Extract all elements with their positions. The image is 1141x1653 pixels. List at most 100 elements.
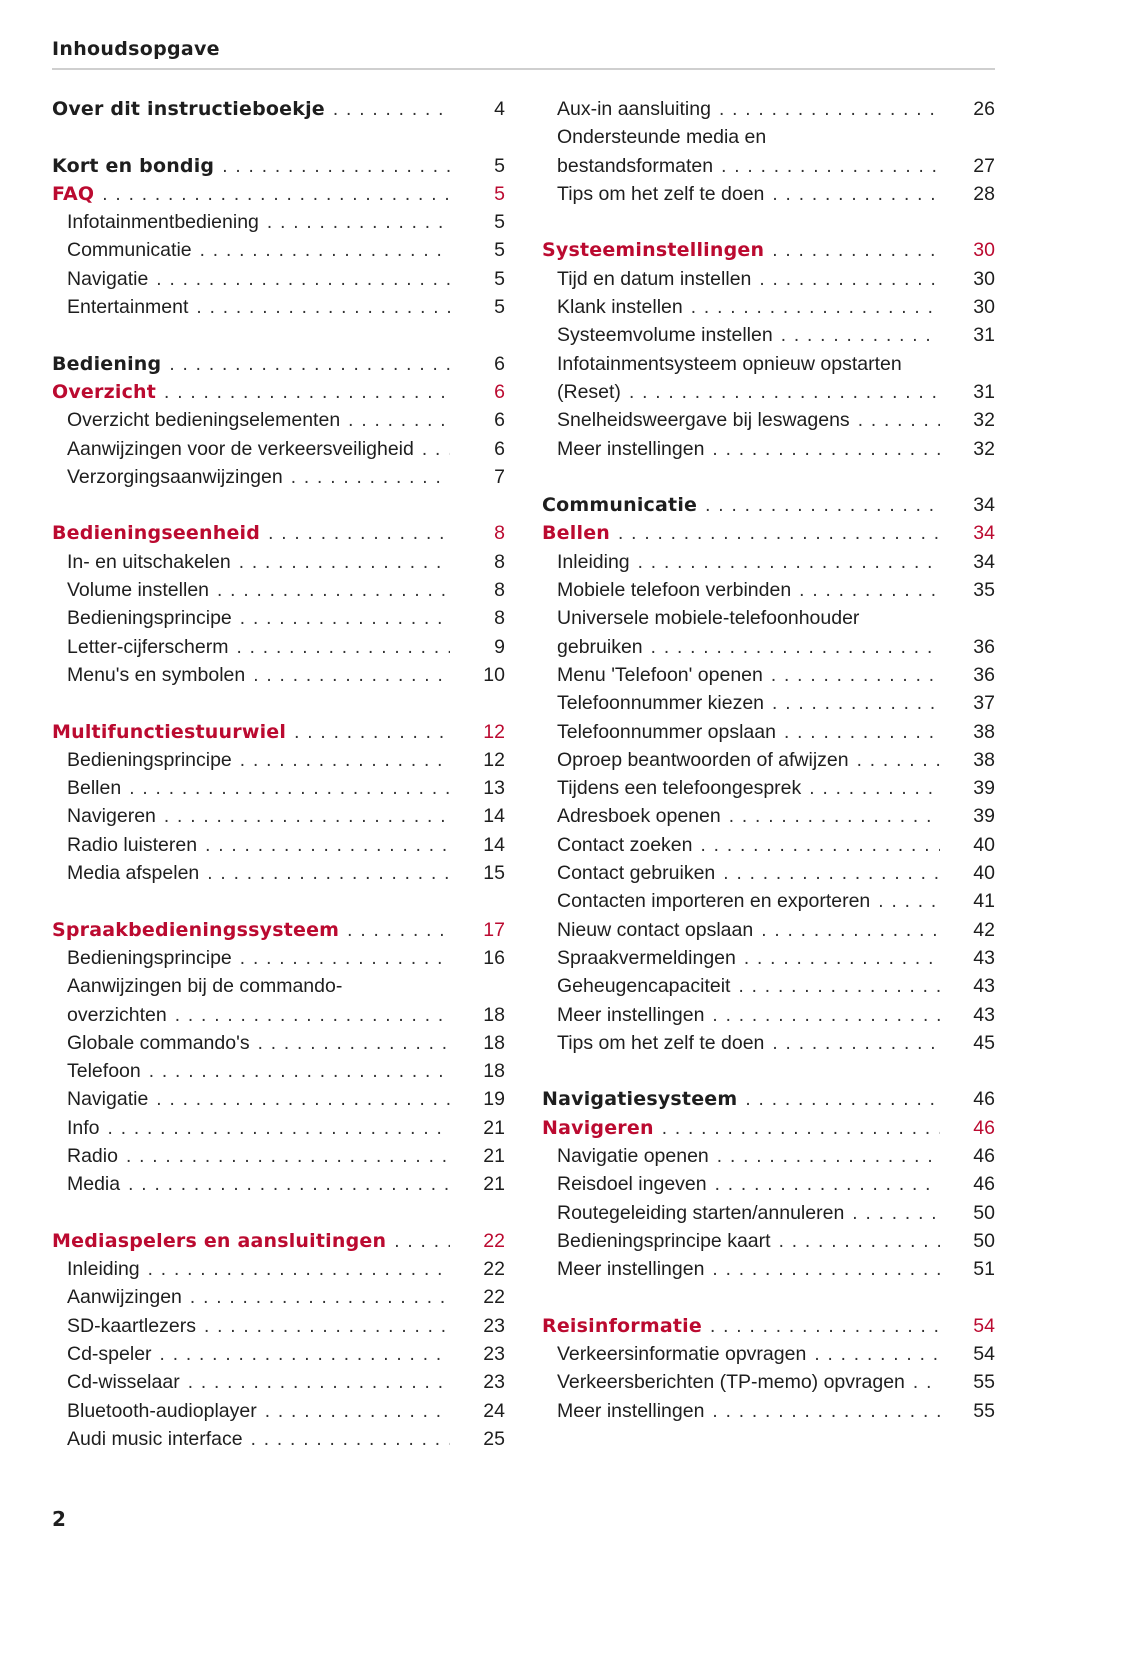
toc-entry[interactable]: Navigeren 14 — [52, 802, 505, 830]
toc-entry[interactable]: Bluetooth-audioplayer 24 — [52, 1397, 505, 1425]
toc-entry[interactable]: Infotainmentbediening 5 — [52, 208, 505, 236]
toc-entry[interactable]: Tijd en datum instellen 30 — [542, 265, 995, 293]
toc-section[interactable]: Systeeminstellingen 30 — [542, 236, 995, 264]
toc-section[interactable]: Reisinformatie 54 — [542, 1312, 995, 1340]
toc-entry[interactable]: Navigatie 5 — [52, 265, 505, 293]
toc-entry[interactable]: Tips om het zelf te doen 45 — [542, 1029, 995, 1057]
toc-entry[interactable]: Systeemvolume instellen 31 — [542, 321, 995, 349]
toc-entry[interactable]: In- en uitschakelen 8 — [52, 548, 505, 576]
toc-entry[interactable]: Tijdens een telefoongesprek 39 — [542, 774, 995, 802]
toc-entry[interactable]: Info 21 — [52, 1114, 505, 1142]
toc-entry[interactable]: Aanwijzingen voor de verkeersveiligheid 6 — [52, 435, 505, 463]
toc-section[interactable]: FAQ 5 — [52, 180, 505, 208]
group-spacer — [52, 123, 505, 151]
toc-entry[interactable]: Aux-in aansluiting 26 — [542, 95, 995, 123]
toc-entry[interactable]: Meer instellingen 55 — [542, 1397, 995, 1425]
toc-entry[interactable]: Meer instellingen 51 — [542, 1255, 995, 1283]
toc-entry[interactable]: Bedieningsprincipe 12 — [52, 746, 505, 774]
toc-entry[interactable]: overzichten 18 — [52, 1001, 505, 1029]
toc-entry[interactable]: SD-kaartlezers 23 — [52, 1312, 505, 1340]
toc-entry-line[interactable]: Infotainmentsysteem opnieuw opstarten — [542, 350, 995, 378]
toc-entry[interactable]: Meer instellingen 43 — [542, 1001, 995, 1029]
toc-entry[interactable]: Inleiding 22 — [52, 1255, 505, 1283]
toc-entry[interactable]: Contact zoeken 40 — [542, 831, 995, 859]
toc-entry[interactable]: Adresboek openen 39 — [542, 802, 995, 830]
toc-entry[interactable]: Overzicht bedieningselementen 6 — [52, 406, 505, 434]
toc-page-number: 55 — [973, 1399, 995, 1422]
toc-title: Infotainmentbediening — [67, 211, 259, 234]
toc-chapter[interactable]: Bediening 6 — [52, 350, 505, 378]
toc-entry[interactable]: Entertainment 5 — [52, 293, 505, 321]
toc-section[interactable]: Navigeren 46 — [542, 1114, 995, 1142]
toc-entry[interactable]: Mobiele telefoon verbinden 35 — [542, 576, 995, 604]
toc-entry[interactable]: Globale commando's 18 — [52, 1029, 505, 1057]
toc-section[interactable]: Spraakbedieningssysteem 17 — [52, 916, 505, 944]
toc-entry[interactable]: Bedieningsprincipe kaart 50 — [542, 1227, 995, 1255]
toc-section[interactable]: Bedieningseenheid 8 — [52, 519, 505, 547]
toc-entry[interactable]: Menu's en symbolen 10 — [52, 661, 505, 689]
toc-entry[interactable]: Contact gebruiken 40 — [542, 859, 995, 887]
toc-entry-line[interactable]: Aanwijzingen bij de commando- — [52, 972, 505, 1000]
dot-leader — [239, 549, 450, 577]
toc-chapter[interactable]: Kort en bondig 5 — [52, 152, 505, 180]
toc-entry[interactable]: Inleiding 34 — [542, 548, 995, 576]
toc-entry[interactable]: Verzorgingsaanwijzingen 7 — [52, 463, 505, 491]
toc-entry[interactable]: Oproep beantwoorden of afwijzen 38 — [542, 746, 995, 774]
toc-entry[interactable]: Routegeleiding starten/annuleren 50 — [542, 1199, 995, 1227]
toc-chapter[interactable]: Communicatie 34 — [542, 491, 995, 519]
toc-entry[interactable]: Telefoonnummer opslaan 38 — [542, 718, 995, 746]
dot-leader — [784, 719, 940, 747]
toc-entry[interactable]: (Reset) 31 — [542, 378, 995, 406]
toc-entry[interactable]: bestandsformaten 27 — [542, 152, 995, 180]
toc-entry[interactable]: Cd-speler 23 — [52, 1340, 505, 1368]
toc-entry[interactable]: Contacten importeren en exporteren 41 — [542, 887, 995, 915]
toc-entry-line[interactable]: Ondersteunde media en — [542, 123, 995, 151]
dot-leader — [705, 492, 940, 520]
toc-entry[interactable]: Radio 21 — [52, 1142, 505, 1170]
toc-entry-line[interactable]: Universele mobiele-telefoonhouder — [542, 604, 995, 632]
toc-entry[interactable]: Letter-cijferscherm 9 — [52, 633, 505, 661]
toc-entry[interactable]: Communicatie 5 — [52, 236, 505, 264]
toc-entry[interactable]: Media 21 — [52, 1170, 505, 1198]
toc-entry[interactable]: Bellen 13 — [52, 774, 505, 802]
toc-entry[interactable]: Audi music interface 25 — [52, 1425, 505, 1453]
toc-page-number: 18 — [483, 1003, 505, 1026]
toc-page-number: 30 — [973, 267, 995, 290]
toc-section[interactable]: Mediaspelers en aansluitingen 22 — [52, 1227, 505, 1255]
toc-entry[interactable]: Verkeersberichten (TP-memo) opvragen 55 — [542, 1368, 995, 1396]
toc-entry[interactable]: Bedieningsprincipe 16 — [52, 944, 505, 972]
toc-entry[interactable]: Telefoonnummer kiezen 37 — [542, 689, 995, 717]
toc-entry[interactable]: Radio luisteren 14 — [52, 831, 505, 859]
toc-entry[interactable]: Navigatie 19 — [52, 1085, 505, 1113]
toc-section[interactable]: Bellen 34 — [542, 519, 995, 547]
toc-title: Tips om het zelf te doen — [557, 1031, 765, 1054]
toc-title: Radio — [67, 1144, 118, 1167]
toc-entry[interactable]: Media afspelen 15 — [52, 859, 505, 887]
toc-entry[interactable]: Meer instellingen 32 — [542, 435, 995, 463]
toc-entry[interactable]: Snelheidsweergave bij leswagens 32 — [542, 406, 995, 434]
toc-page-number: 6 — [494, 409, 505, 432]
toc-entry[interactable]: Geheugencapaciteit 43 — [542, 972, 995, 1000]
dot-leader — [240, 605, 450, 633]
toc-entry[interactable]: Telefoon 18 — [52, 1057, 505, 1085]
toc-entry[interactable]: Tips om het zelf te doen 28 — [542, 180, 995, 208]
toc-chapter[interactable]: Navigatiesysteem 46 — [542, 1085, 995, 1113]
toc-entry[interactable]: Bedieningsprincipe 8 — [52, 604, 505, 632]
toc-entry[interactable]: Aanwijzingen 22 — [52, 1283, 505, 1311]
toc-section[interactable]: Multifunctiestuurwiel 12 — [52, 718, 505, 746]
toc-entry[interactable]: Verkeersinformatie opvragen 54 — [542, 1340, 995, 1368]
toc-section[interactable]: Overzicht 6 — [52, 378, 505, 406]
toc-page-number: 43 — [973, 975, 995, 998]
toc-entry[interactable]: Navigatie openen 46 — [542, 1142, 995, 1170]
toc-chapter[interactable]: Over dit instructieboekje 4 — [52, 95, 505, 123]
toc-entry[interactable]: Nieuw contact opslaan 42 — [542, 916, 995, 944]
toc-entry[interactable]: gebruiken 36 — [542, 633, 995, 661]
toc-entry[interactable]: Cd-wisselaar 23 — [52, 1368, 505, 1396]
toc-entry[interactable]: Menu 'Telefoon' openen 36 — [542, 661, 995, 689]
toc-entry[interactable]: Spraakvermeldingen 43 — [542, 944, 995, 972]
toc-entry[interactable]: Volume instellen 8 — [52, 576, 505, 604]
toc-entry[interactable]: Klank instellen 30 — [542, 293, 995, 321]
toc-entry[interactable]: Reisdoel ingeven 46 — [542, 1170, 995, 1198]
dot-leader — [267, 209, 450, 237]
toc-title: Aux-in aansluiting — [557, 98, 711, 120]
